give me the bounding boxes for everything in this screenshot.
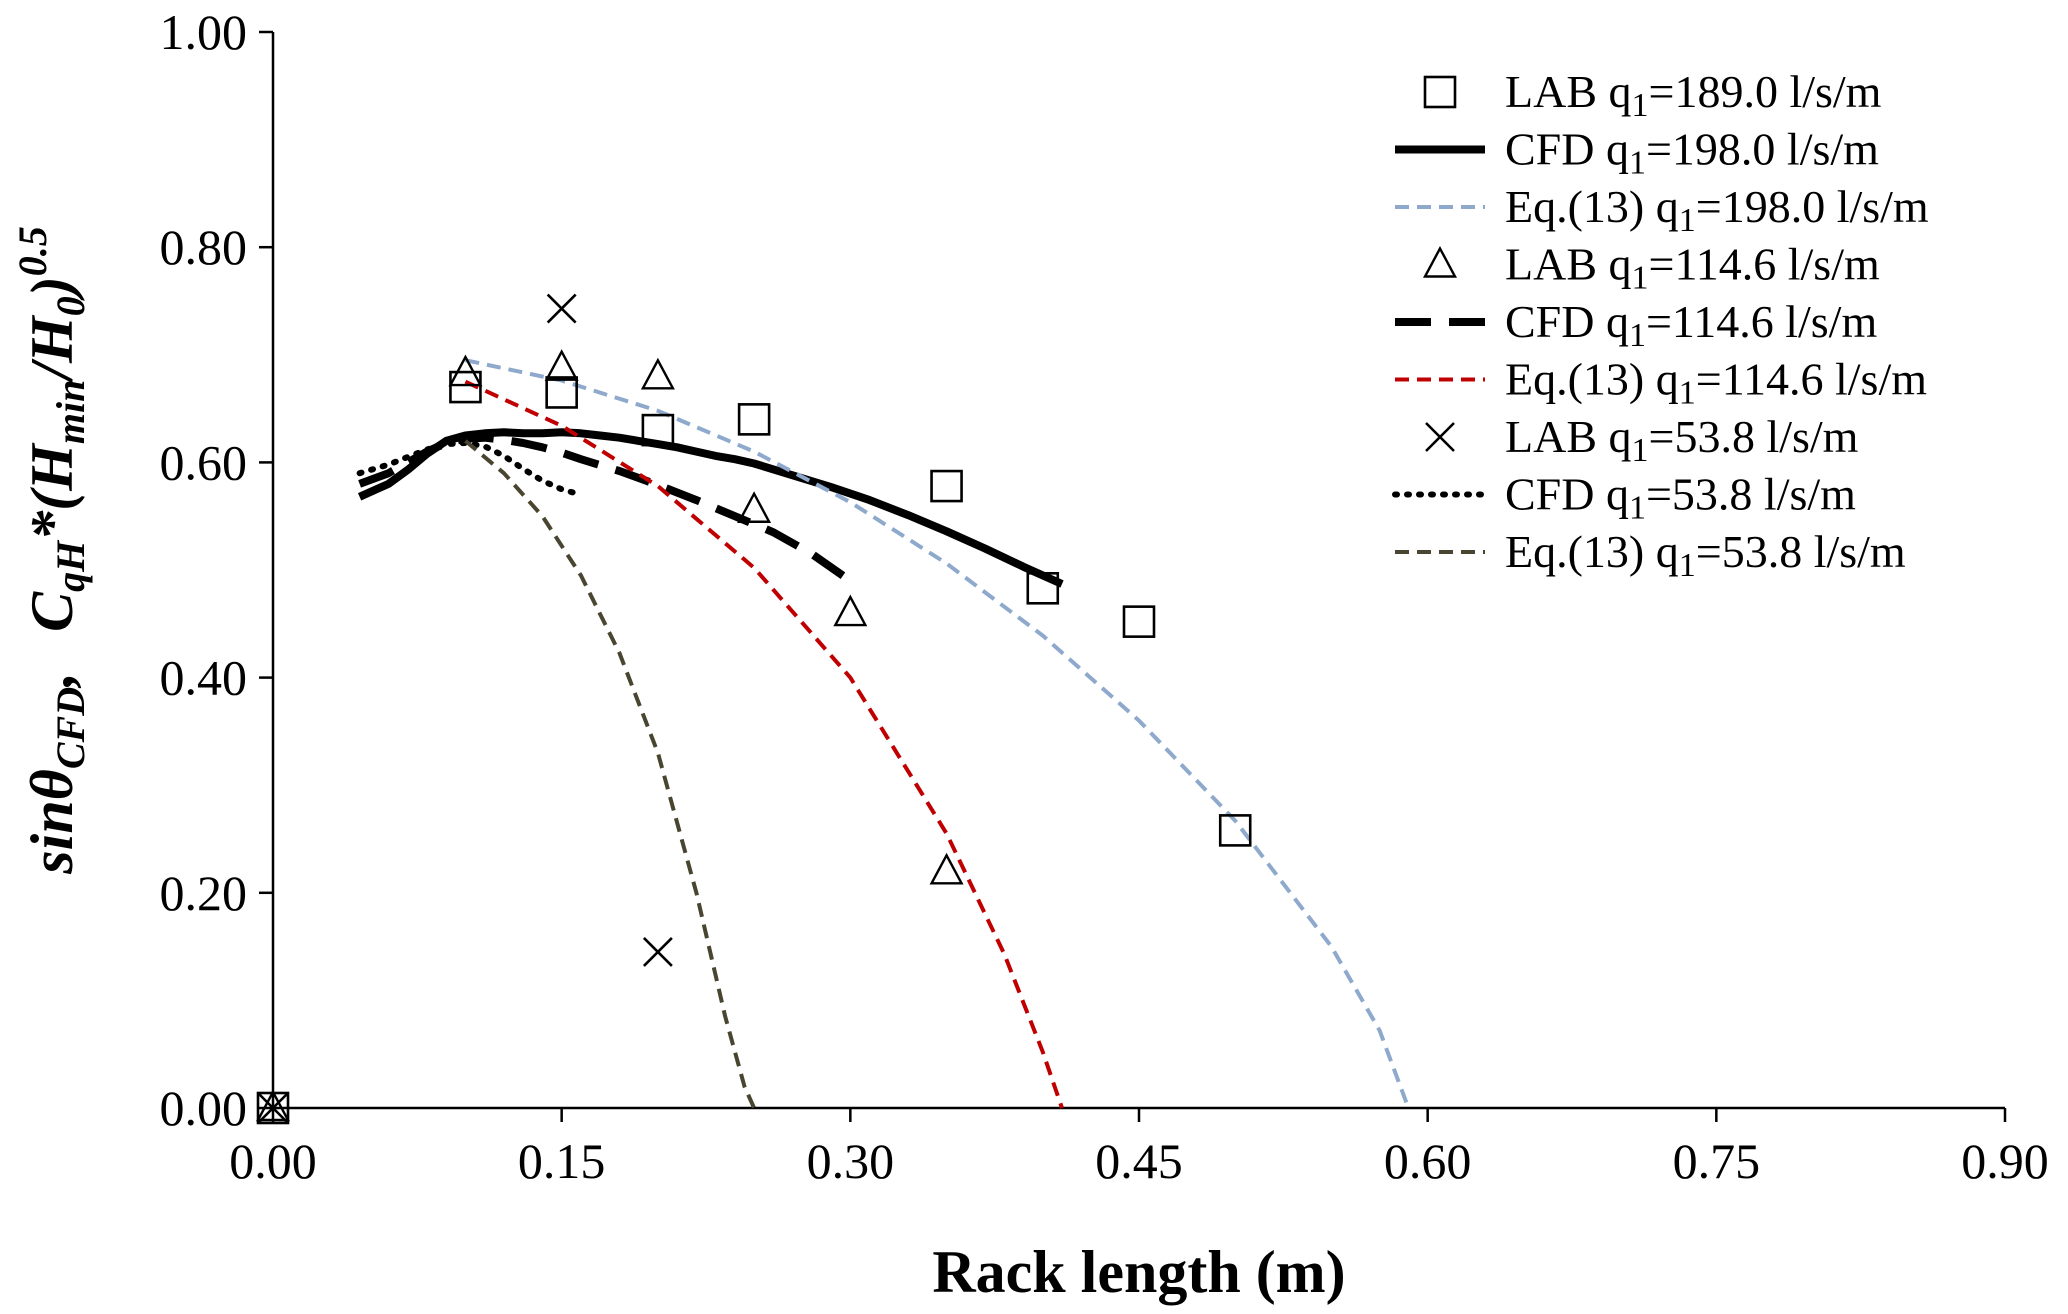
data-point: [1218, 814, 1252, 847]
data-point: [640, 357, 675, 390]
y-axis: 0.00 0.20 0.40 0.60 0.80 1.00: [160, 4, 273, 1136]
data-point: [930, 469, 963, 503]
y-title-theta: θ: [19, 769, 85, 800]
y-title-exp: 0.5: [10, 226, 55, 276]
x-tick-label: 0.45: [1095, 1133, 1183, 1189]
y-title-qh-sub: qH: [48, 539, 93, 592]
legend-label: Eq.(13) q1=114.6 l/s/m: [1505, 354, 1927, 412]
y-tick-label: 0.20: [160, 865, 248, 921]
y-title-min-sub: min: [48, 380, 93, 444]
y-tick-label: 1.00: [160, 4, 248, 60]
y-title-h0: H: [19, 314, 85, 364]
data-point: [1122, 605, 1156, 638]
series-6: [258, 293, 673, 1123]
legend-item: LAB q1=114.6 l/s/m: [1422, 239, 1880, 297]
data-point: [833, 594, 868, 627]
x-tick-label: 0.75: [1673, 1133, 1761, 1189]
legend-item: CFD q1=53.8 l/s/m: [1392, 469, 1856, 527]
x-axis: 0.00 0.15 0.30 0.45 0.60 0.75 0.90: [229, 1108, 2049, 1189]
legend-label: LAB q1=114.6 l/s/m: [1505, 239, 1880, 297]
y-title-sin: sin: [19, 800, 85, 874]
data-point: [546, 293, 577, 324]
y-tick-label: 0.40: [160, 650, 248, 706]
y-tick-label: 0.60: [160, 434, 248, 490]
y-tick-label: 0.00: [160, 1080, 248, 1136]
y-title-h: H: [19, 442, 85, 492]
legend-label: LAB q1=189.0 l/s/m: [1505, 66, 1882, 124]
x-tick-label: 0.15: [518, 1133, 606, 1189]
data-point: [737, 491, 772, 523]
legend-item: CFD q1=198.0 l/s/m: [1395, 124, 1879, 182]
legend-label: CFD q1=114.6 l/s/m: [1505, 296, 1877, 354]
y-axis-title: sinθCFD,CqH*(Hmin/H0)0.5: [10, 226, 93, 874]
data-point: [1026, 571, 1060, 605]
y-title-comma: ,: [19, 672, 85, 689]
series-1: [357, 428, 1064, 588]
y-title-zero-sub: 0: [48, 296, 93, 316]
series-7: [356, 440, 584, 498]
legend-swatch: [1423, 75, 1457, 109]
series-line: [464, 379, 1064, 1109]
data-point: [448, 354, 483, 387]
legend-swatch: [1422, 245, 1458, 278]
series-line: [357, 428, 1064, 588]
legend-label: LAB q1=53.8 l/s/m: [1505, 411, 1859, 469]
series-4: [358, 433, 853, 585]
legend-swatch: [1425, 422, 1455, 452]
legend-item: Eq.(13) q1=114.6 l/s/m: [1395, 354, 1927, 412]
y-title-star: *(: [19, 487, 85, 541]
series-line: [464, 358, 1411, 1109]
x-tick-label: 0.90: [1961, 1133, 2049, 1189]
series-line: [464, 439, 756, 1109]
data-point: [641, 413, 675, 447]
x-tick-label: 0.00: [229, 1133, 317, 1189]
series-8: [464, 439, 756, 1109]
legend-label: Eq.(13) q1=198.0 l/s/m: [1505, 181, 1929, 239]
data-point: [449, 370, 482, 404]
data-point: [642, 937, 673, 967]
legend-label: CFD q1=198.0 l/s/m: [1505, 124, 1879, 182]
series-5: [464, 379, 1064, 1109]
y-tick-label: 0.80: [160, 219, 248, 275]
legend-item: CFD q1=114.6 l/s/m: [1395, 296, 1877, 354]
y-title-cfd-sub: CFD: [48, 687, 93, 769]
series-2: [464, 358, 1411, 1109]
legend-label: Eq.(13) q1=53.8 l/s/m: [1505, 526, 1906, 584]
data-point: [545, 376, 578, 409]
series-0: [256, 370, 1252, 1125]
x-tick-label: 0.60: [1384, 1133, 1472, 1189]
legend-label: CFD q1=53.8 l/s/m: [1505, 469, 1856, 527]
data-point: [255, 1089, 291, 1122]
data-point: [737, 403, 771, 436]
series-line: [356, 440, 584, 498]
x-axis-title: Rack length (m): [932, 1239, 1345, 1305]
y-title-close: ): [19, 276, 85, 301]
x-tick-label: 0.30: [807, 1133, 895, 1189]
series-line: [358, 433, 853, 585]
data-point: [929, 852, 964, 885]
legend-item: LAB q1=189.0 l/s/m: [1423, 66, 1882, 124]
legend-item: Eq.(13) q1=198.0 l/s/m: [1395, 181, 1929, 239]
legend-item: LAB q1=53.8 l/s/m: [1425, 411, 1859, 469]
series-3: [255, 349, 964, 1122]
legend-item: Eq.(13) q1=53.8 l/s/m: [1395, 526, 1906, 584]
y-title-c: C: [19, 591, 85, 632]
data-point: [258, 1093, 288, 1123]
data-point: [544, 349, 579, 381]
